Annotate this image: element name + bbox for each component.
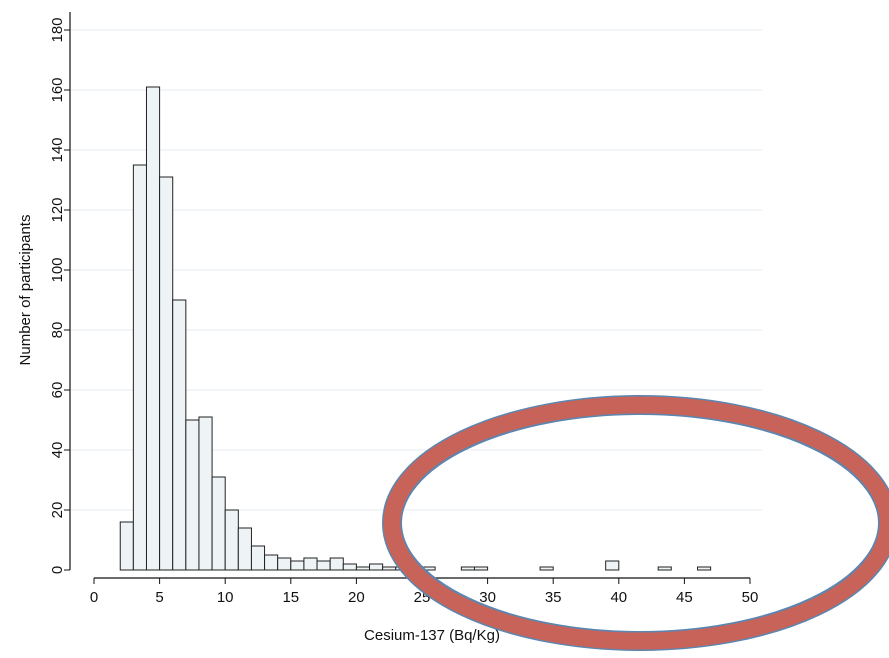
x-tick-label: 0: [90, 589, 98, 606]
histogram-bar: [539, 566, 554, 571]
y-tick-label: 100: [49, 257, 66, 282]
histogram-bar: [159, 176, 174, 571]
histogram-bar: [132, 164, 147, 571]
x-axis-ticks: 0 5 10 15 20 25 30 35 40 45 50: [90, 578, 759, 606]
histogram-bars: [119, 86, 712, 571]
x-tick-label: 40: [610, 589, 627, 606]
histogram-bar: [237, 527, 252, 571]
histogram-bar: [303, 557, 318, 571]
histogram-bar: [119, 521, 134, 571]
histogram-bar: [382, 566, 397, 571]
histogram-bar: [250, 545, 266, 571]
histogram-bar: [316, 560, 331, 571]
histogram-bar: [369, 563, 384, 571]
y-tick-label: 0: [49, 566, 66, 574]
x-tick-label: 30: [479, 589, 496, 606]
histogram-bar: [355, 566, 371, 571]
histogram-bar: [145, 86, 161, 571]
x-tick-label: 35: [545, 589, 562, 606]
x-tick-label: 5: [155, 589, 163, 606]
histogram-bar: [290, 560, 305, 571]
x-tick-label: 20: [348, 589, 365, 606]
y-tick-label: 40: [49, 442, 66, 459]
histogram-bar: [329, 557, 344, 571]
y-axis-ticks: 0 20 40 60 80 100 120 140 160 180: [49, 17, 70, 574]
y-tick-label: 180: [49, 17, 66, 42]
histogram-bar: [185, 419, 200, 571]
x-axis-title: Cesium-137 (Bq/Kg): [364, 627, 500, 644]
histogram-bar: [657, 566, 672, 571]
histogram-bar: [264, 554, 279, 571]
y-axis-title: Number of participants: [17, 215, 34, 366]
highlight-ellipse: [382, 395, 889, 651]
y-tick-label: 20: [49, 502, 66, 519]
histogram-bar: [198, 416, 213, 571]
histogram-bar: [473, 566, 489, 571]
y-tick-label: 60: [49, 382, 66, 399]
x-tick-label: 10: [217, 589, 234, 606]
y-tick-label: 120: [49, 197, 66, 222]
x-tick-label: 45: [676, 589, 693, 606]
histogram-bar: [211, 476, 226, 571]
x-tick-label: 15: [282, 589, 299, 606]
highlight-ellipse-inner-edge: [400, 413, 880, 633]
histogram-bar: [277, 557, 292, 571]
histogram-bar: [342, 563, 357, 571]
y-tick-label: 160: [49, 77, 66, 102]
highlight-ellipse-ring: [383, 396, 889, 650]
y-tick-label: 140: [49, 137, 66, 162]
histogram-bar: [605, 560, 620, 571]
histogram-bar: [172, 299, 187, 571]
y-tick-label: 80: [49, 322, 66, 339]
histogram-bar: [224, 509, 239, 571]
histogram-bar: [697, 566, 712, 571]
histogram-bar: [460, 566, 475, 571]
x-tick-label: 50: [742, 589, 759, 606]
